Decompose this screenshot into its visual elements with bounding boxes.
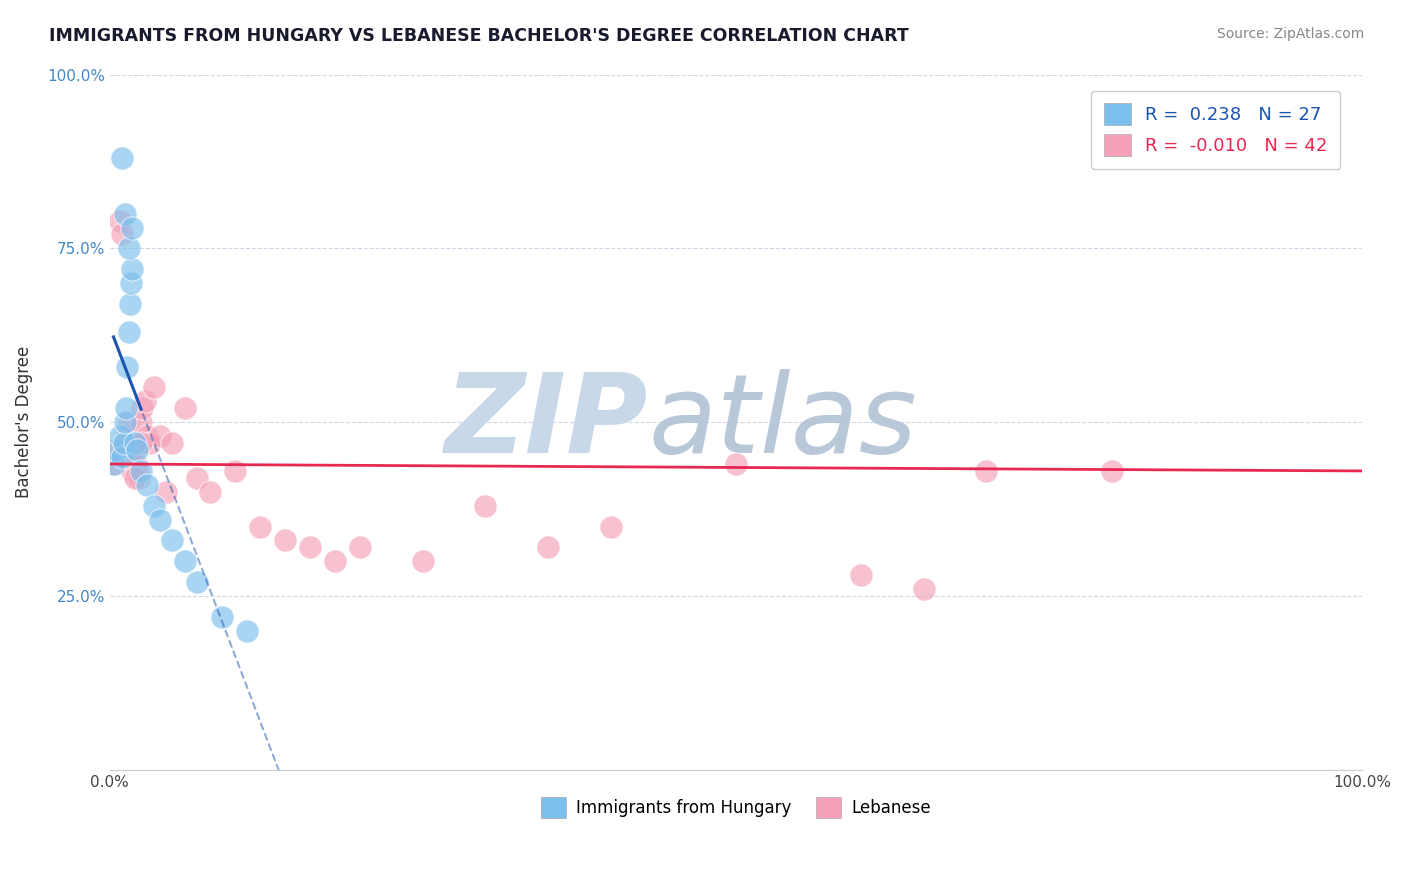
Point xyxy=(236,624,259,638)
Point xyxy=(124,443,146,458)
Point xyxy=(198,484,221,499)
Point xyxy=(274,533,297,548)
Point xyxy=(108,429,131,443)
Point xyxy=(117,241,139,255)
Point xyxy=(114,443,136,458)
Point xyxy=(849,568,872,582)
Point xyxy=(121,464,143,478)
Point xyxy=(173,554,195,568)
Point xyxy=(537,541,560,555)
Point xyxy=(186,575,208,590)
Point xyxy=(1101,464,1123,478)
Point xyxy=(125,457,148,471)
Point xyxy=(599,519,621,533)
Y-axis label: Bachelor's Degree: Bachelor's Degree xyxy=(15,346,32,499)
Point xyxy=(124,471,146,485)
Point xyxy=(115,401,138,416)
Point xyxy=(149,429,172,443)
Point xyxy=(124,436,146,450)
Point xyxy=(129,464,152,478)
Point xyxy=(412,554,434,568)
Point xyxy=(474,499,496,513)
Text: atlas: atlas xyxy=(648,368,917,475)
Point xyxy=(249,519,271,533)
Point xyxy=(349,541,371,555)
Point xyxy=(299,541,322,555)
Point xyxy=(162,436,184,450)
Point xyxy=(103,457,125,471)
Point xyxy=(118,457,141,471)
Point xyxy=(136,429,159,443)
Point xyxy=(139,436,162,450)
Point xyxy=(128,471,150,485)
Point xyxy=(111,450,134,464)
Point xyxy=(129,415,152,429)
Point xyxy=(129,436,152,450)
Text: ZIP: ZIP xyxy=(444,368,648,475)
Point xyxy=(134,394,156,409)
Point xyxy=(724,457,747,471)
Point xyxy=(117,359,139,374)
Point xyxy=(149,513,172,527)
Point xyxy=(121,262,143,277)
Point xyxy=(136,478,159,492)
Point xyxy=(142,499,165,513)
Point xyxy=(127,464,149,478)
Point xyxy=(976,464,998,478)
Point xyxy=(105,443,128,458)
Point xyxy=(114,415,136,429)
Point xyxy=(120,276,142,290)
Point xyxy=(142,380,165,394)
Text: IMMIGRANTS FROM HUNGARY VS LEBANESE BACHELOR'S DEGREE CORRELATION CHART: IMMIGRANTS FROM HUNGARY VS LEBANESE BACH… xyxy=(49,27,908,45)
Point xyxy=(173,401,195,416)
Point xyxy=(114,206,136,220)
Point xyxy=(155,484,177,499)
Point xyxy=(211,610,233,624)
Point xyxy=(105,443,128,458)
Point xyxy=(121,220,143,235)
Text: Source: ZipAtlas.com: Source: ZipAtlas.com xyxy=(1216,27,1364,41)
Point xyxy=(108,213,131,227)
Point xyxy=(224,464,246,478)
Point xyxy=(127,443,149,458)
Point xyxy=(111,151,134,165)
Point xyxy=(118,297,141,311)
Point xyxy=(912,582,935,597)
Point xyxy=(162,533,184,548)
Point xyxy=(111,227,134,242)
Point xyxy=(117,415,139,429)
Point xyxy=(103,457,125,471)
Point xyxy=(131,401,153,416)
Point xyxy=(186,471,208,485)
Point xyxy=(112,436,135,450)
Legend: Immigrants from Hungary, Lebanese: Immigrants from Hungary, Lebanese xyxy=(534,790,938,824)
Point xyxy=(323,554,346,568)
Point xyxy=(117,325,139,339)
Point xyxy=(117,429,139,443)
